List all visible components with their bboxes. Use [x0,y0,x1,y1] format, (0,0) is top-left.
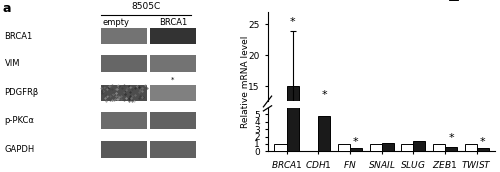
Bar [414,170,426,172]
Text: *: * [290,18,296,28]
Bar [101,28,147,44]
Text: a: a [2,2,11,15]
Bar [318,116,330,151]
Bar [101,112,147,129]
Bar [101,55,147,72]
Text: p-PKCα: p-PKCα [4,116,34,125]
Bar [286,40,298,151]
Text: *: * [448,133,454,143]
Bar [401,144,413,151]
Bar [414,141,426,151]
Bar [370,144,382,151]
Text: GAPDH: GAPDH [4,145,35,154]
Bar [433,144,445,151]
Bar [445,147,457,151]
Bar [101,85,147,101]
Bar [350,148,362,151]
Text: *: * [353,137,358,147]
Text: PDGFRβ: PDGFRβ [4,88,39,97]
Bar [150,141,196,158]
Text: BRCA1: BRCA1 [160,18,188,27]
Legend: empty, BRCA1: empty, BRCA1 [449,0,495,2]
Text: 8505C: 8505C [132,2,160,11]
Bar [476,148,488,151]
Bar [382,143,394,151]
Bar [464,144,476,151]
Bar [338,144,350,151]
Bar [274,144,286,151]
Bar [150,112,196,129]
Bar [150,55,196,72]
Bar [150,85,196,101]
Bar [286,86,298,172]
Text: *: * [171,77,174,83]
Text: Relative mRNA level: Relative mRNA level [240,35,250,128]
Bar [101,141,147,158]
Bar [318,149,330,172]
Text: BRCA1: BRCA1 [4,32,33,41]
Text: *: * [322,90,327,100]
Text: *: * [480,137,486,147]
Bar [150,28,196,44]
Text: empty: empty [102,18,130,27]
Text: VIM: VIM [4,59,20,68]
